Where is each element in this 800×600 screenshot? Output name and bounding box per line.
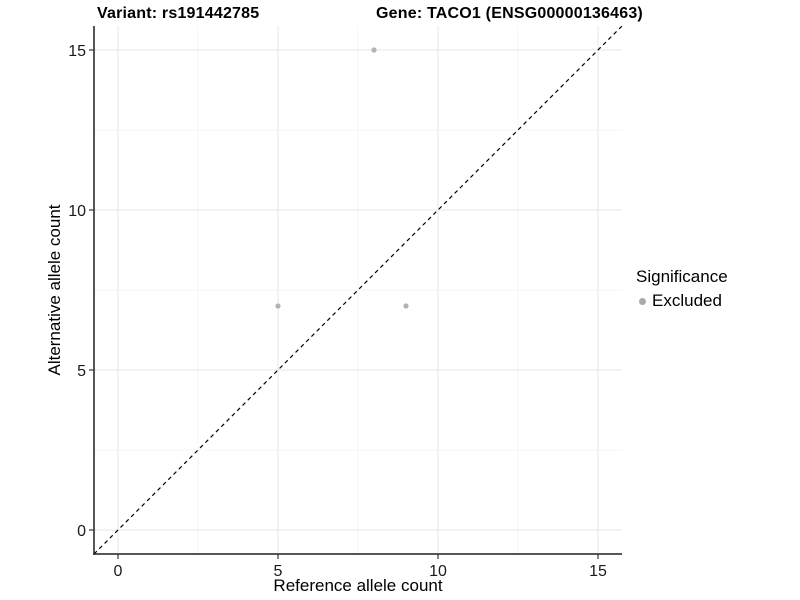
x-tick-label: 5 bbox=[274, 563, 283, 580]
legend: Significance Excluded bbox=[636, 267, 728, 311]
x-tick-label: 15 bbox=[589, 563, 607, 580]
variant-title: Variant: rs191442785 bbox=[97, 5, 260, 22]
gridlines-major bbox=[94, 26, 622, 554]
y-axis-title: Alternative allele count bbox=[45, 204, 64, 376]
gene-title: Gene: TACO1 (ENSG00000136463) bbox=[376, 5, 643, 22]
legend-item-label: Excluded bbox=[652, 291, 722, 310]
x-tick-label: 10 bbox=[429, 563, 447, 580]
y-tick-label: 15 bbox=[68, 43, 86, 60]
axis-ticks-and-labels: 0 5 10 15 0 5 10 15 bbox=[68, 43, 607, 580]
excluded-point-icon bbox=[639, 297, 646, 305]
legend-item-excluded: Excluded bbox=[636, 291, 728, 311]
x-tick-label: 0 bbox=[114, 563, 123, 580]
gridlines-minor bbox=[94, 26, 622, 554]
y-tick-label: 0 bbox=[77, 523, 86, 540]
x-axis-title: Reference allele count bbox=[273, 576, 443, 595]
data-point bbox=[403, 303, 409, 309]
axis-lines bbox=[93, 26, 622, 555]
y-tick-label: 10 bbox=[68, 203, 86, 220]
data-points bbox=[275, 47, 409, 309]
data-point bbox=[275, 303, 281, 309]
legend-title: Significance bbox=[636, 267, 728, 286]
y-tick-label: 5 bbox=[77, 363, 86, 380]
data-point bbox=[371, 47, 377, 53]
